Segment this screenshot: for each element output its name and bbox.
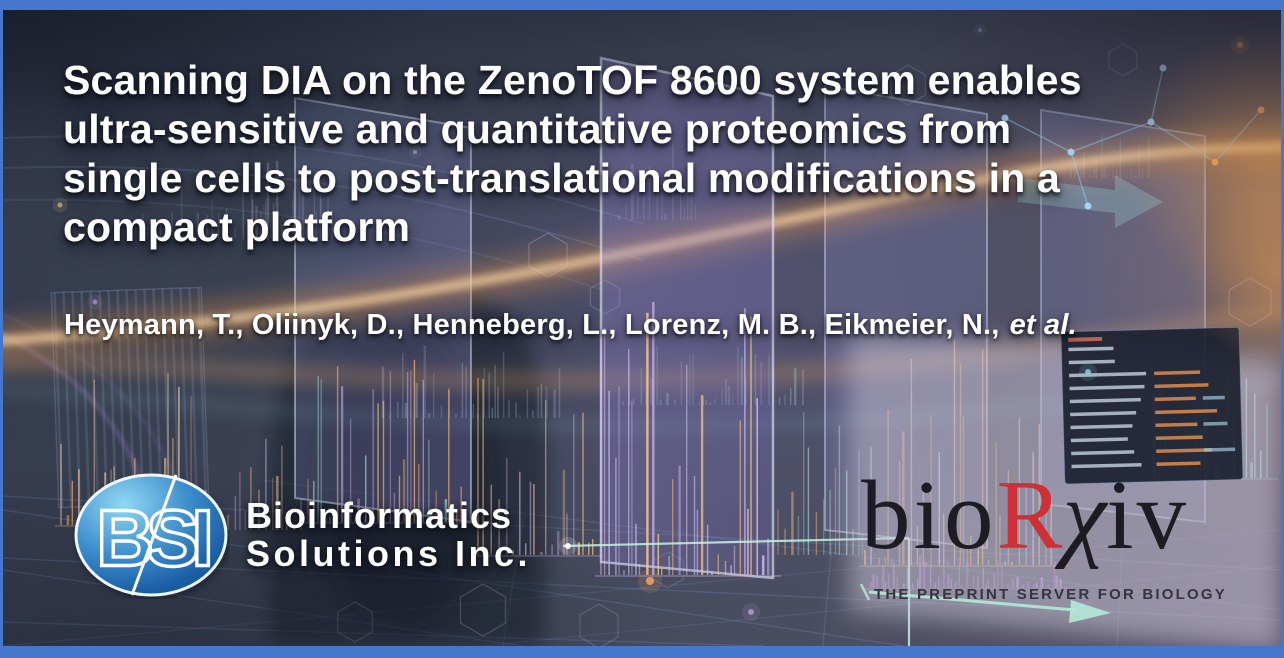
- biorxiv-iv: iv: [1106, 461, 1190, 570]
- bsi-name-line-2: Solutions Inc.: [246, 533, 532, 574]
- author-list: Heymann, T., Oliinyk, D., Henneberg, L.,…: [64, 307, 1077, 343]
- paper-title-line-1: Scanning DIA on the ZenoTOF 8600 system …: [63, 57, 1082, 103]
- biorxiv-chi: χ: [1062, 461, 1110, 570]
- paper-title: Scanning DIA on the ZenoTOF 8600 system …: [63, 56, 1248, 252]
- biorxiv-logo: bioRχiv THE PREPRINT SERVER FOR BIOLOGY: [861, 466, 1251, 603]
- biorxiv-r: R: [996, 461, 1066, 570]
- bsi-logo: BSI Bioinformatics Solutions Inc.: [72, 471, 531, 599]
- bsi-logo-icon: BSI: [74, 473, 228, 598]
- bsi-name-line-1: Bioinformatics: [246, 495, 513, 536]
- paper-title-line-4: compact platform: [63, 204, 411, 250]
- biorxiv-tagline: THE PREPRINT SERVER FOR BIOLOGY: [874, 586, 1227, 603]
- paper-title-line-2: ultra-sensitive and quantitative proteom…: [63, 106, 1012, 152]
- author-et-al: et al.: [1009, 309, 1077, 341]
- author-names: Heymann, T., Oliinyk, D., Henneberg, L.,…: [64, 309, 1000, 341]
- biorxiv-bio: bio: [861, 461, 997, 570]
- paper-title-line-3: single cells to post-translational modif…: [63, 155, 1061, 201]
- biorxiv-wordmark: bioRχiv: [861, 466, 1251, 565]
- banner-scene: Scanning DIA on the ZenoTOF 8600 system …: [3, 10, 1281, 646]
- bsi-company-name: Bioinformatics Solutions Inc.: [246, 497, 531, 573]
